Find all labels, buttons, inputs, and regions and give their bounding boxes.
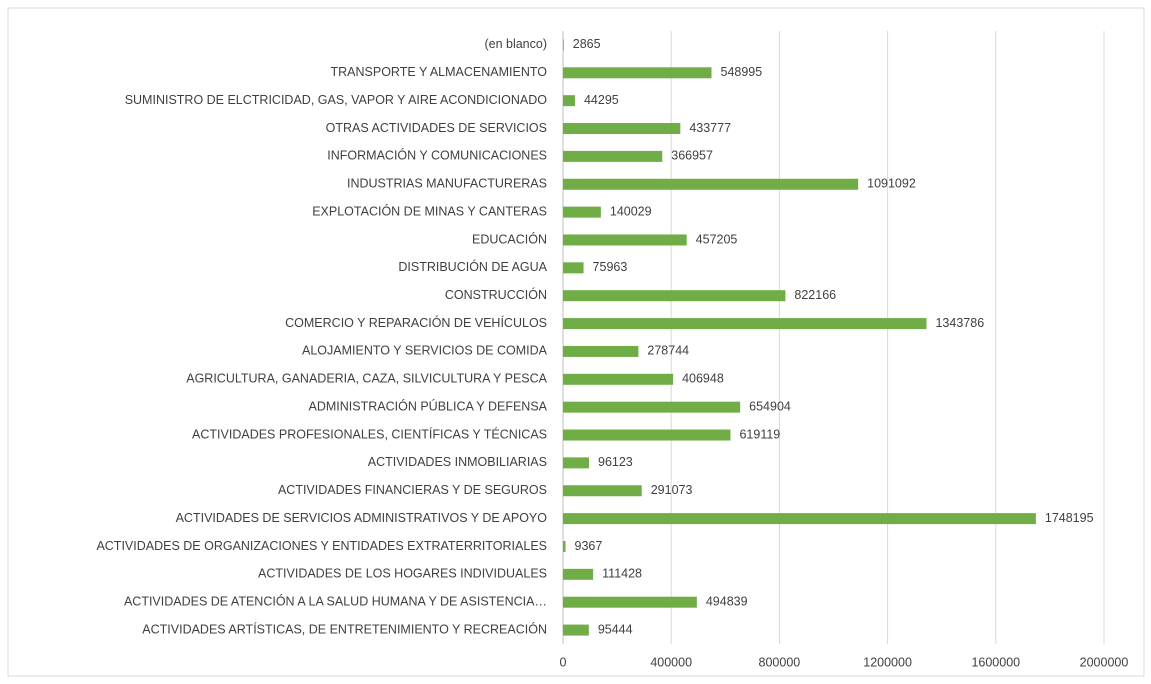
y-tick-label: CONSTRUCCIÓN [445,287,547,302]
bar [563,39,564,51]
data-label: 278744 [647,344,689,358]
y-tick-label: ALOJAMIENTO Y SERVICIOS DE COMIDA [302,344,548,358]
bar [563,485,642,497]
bar [563,178,859,190]
data-label: 619119 [739,427,780,441]
x-tick-label: 400000 [650,655,692,669]
bar [563,290,786,302]
y-tick-label: EXPLOTACIÓN DE MINAS Y CANTERAS [312,203,547,218]
bar [563,624,589,636]
bar [563,150,663,162]
data-label: 1748195 [1045,511,1094,525]
bar [563,540,566,552]
y-tick-label: INDUSTRIAS MANUFACTURERAS [347,177,547,191]
data-label: 2865 [573,37,601,51]
bar [563,457,590,469]
x-tick-label: 800000 [759,655,801,669]
y-tick-label: TRANSPORTE Y ALMACENAMIENTO [331,65,548,79]
bar [563,123,681,135]
y-tick-label: ACTIVIDADES ARTÍSTICAS, DE ENTRETENIMIEN… [142,621,547,636]
y-tick-label: EDUCACIÓN [472,231,547,246]
y-tick-label: ACTIVIDADES INMOBILIARIAS [368,455,547,469]
data-label: 140029 [610,204,652,218]
data-label: 494839 [706,595,748,609]
bar [563,262,584,274]
bar [563,429,731,441]
bar [563,206,601,218]
y-tick-label: ACTIVIDADES PROFESIONALES, CIENTÍFICAS Y… [192,426,547,441]
data-label: 44295 [584,93,619,107]
data-label: 95444 [598,622,633,636]
chart-border [7,7,1145,677]
y-tick-label: (en blanco) [484,37,547,51]
y-tick-label: ADMINISTRACIÓN PÚBLICA Y DEFENSA [309,398,548,413]
bar [563,513,1036,525]
data-label: 1343786 [935,316,984,330]
bar [563,234,687,246]
y-tick-label: ACTIVIDADES FINANCIERAS Y DE SEGUROS [278,483,547,497]
bar [563,568,594,580]
bar [563,373,674,385]
data-label: 366957 [671,149,713,163]
bar [563,95,575,107]
data-label: 96123 [598,455,633,469]
data-label: 654904 [749,399,791,413]
bar [563,67,712,79]
y-tick-label: SUMINISTRO DE ELCTRICIDAD, GAS, VAPOR Y … [125,93,548,107]
data-label: 291073 [651,483,693,497]
y-tick-label: INFORMACIÓN Y COMUNICACIONES [327,148,547,163]
bar [563,596,697,608]
y-tick-label: OTRAS ACTIVIDADES DE SERVICIOS [326,121,547,135]
x-tick-label: 1200000 [863,655,912,669]
data-label: 111428 [602,567,642,581]
data-label: 406948 [682,372,724,386]
y-tick-label: ACTIVIDADES DE ATENCIÓN A LA SALUD HUMAN… [124,594,547,609]
y-tick-label: ACTIVIDADES DE LOS HOGARES INDIVIDUALES [258,567,547,581]
data-label: 457205 [696,232,738,246]
bar [563,318,927,330]
y-tick-label: AGRICULTURA, GANADERIA, CAZA, SILVICULTU… [186,372,547,386]
bar [563,401,741,413]
y-tick-label: ACTIVIDADES DE ORGANIZACIONES Y ENTIDADE… [96,539,547,553]
y-tick-label: COMERCIO Y REPARACIÓN DE VEHÍCULOS [285,315,547,330]
data-label: 822166 [794,288,836,302]
data-label: 433777 [689,121,731,135]
x-tick-label: 1600000 [971,655,1020,669]
data-label: 75963 [593,260,628,274]
x-tick-label: 0 [560,655,567,669]
y-tick-label: DISTRIBUCIÓN DE AGUA [398,259,547,274]
data-label: 9367 [575,539,603,553]
data-label: 1091092 [867,177,916,191]
data-label: 548995 [721,65,763,79]
bar [563,345,639,357]
y-tick-label: ACTIVIDADES DE SERVICIOS ADMINISTRATIVOS… [176,511,548,525]
x-tick-label: 2000000 [1080,655,1129,669]
